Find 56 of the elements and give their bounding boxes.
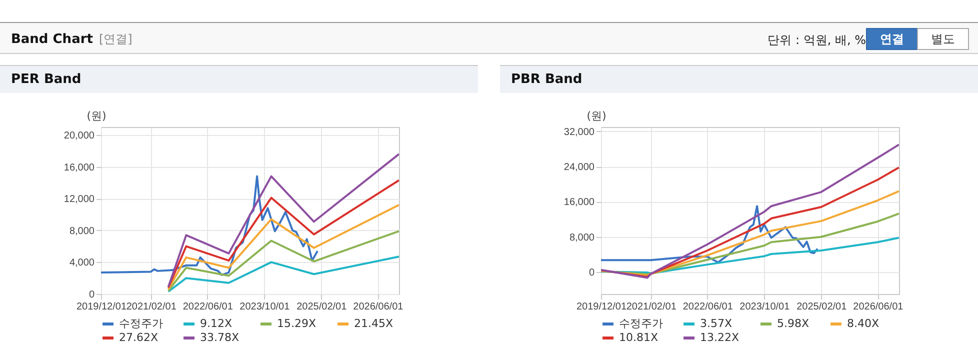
line-series: [601, 144, 899, 279]
y-axis-title: (원): [586, 110, 606, 122]
legend-label: 9.12X: [200, 317, 232, 330]
y-tick-label: 8,000: [569, 232, 595, 244]
x-tick-label: 2023/10/01: [240, 302, 290, 312]
line-series: [167, 204, 399, 290]
x-tick-label: 2021/02/01: [126, 302, 177, 312]
x-tick-label: 2021/02/01: [626, 302, 677, 312]
legend-label: 10.81X: [619, 331, 658, 344]
text: Band Chart: [11, 32, 93, 47]
legend-label: 수정주가: [619, 317, 663, 330]
y-tick-label: 8,000: [69, 226, 95, 237]
y-tick-label: 0: [588, 268, 595, 279]
legend-label: 5.98X: [777, 317, 810, 330]
y-tick-label: 16,000: [64, 162, 95, 174]
y-tick-label: 0: [88, 290, 95, 300]
line-series: [167, 230, 399, 292]
line-series: [601, 205, 819, 264]
y-tick-label: 24,000: [564, 162, 595, 174]
y-tick-label: 16,000: [564, 197, 595, 208]
line-series: [167, 153, 399, 288]
toggle-button: 연결: [866, 28, 918, 50]
x-tick-label: 2026/06/01: [353, 302, 404, 312]
x-tick-label: 2025/02/01: [296, 302, 348, 312]
text: [연결]: [98, 32, 132, 46]
legend-label: 13.22X: [700, 331, 740, 344]
legend-label: 15.29X: [277, 317, 316, 330]
line-series: [601, 236, 899, 274]
text: 단위 : 억원, 배, %: [768, 32, 866, 49]
line-series: [101, 175, 319, 276]
y-tick-label: 32,000: [564, 126, 595, 138]
x-tick-label: 2022/06/01: [182, 302, 234, 312]
legend-label: 21.45X: [354, 317, 394, 330]
chart-title: PER Band: [0, 65, 478, 93]
y-axis-title: (원): [86, 110, 106, 122]
legend-label: 33.78X: [200, 331, 240, 344]
y-tick-label: 20,000: [64, 130, 95, 142]
y-tick-label: 4,000: [69, 258, 95, 269]
legend-label: 8.40X: [847, 317, 880, 330]
y-tick-label: 12,000: [64, 194, 95, 206]
x-tick-label: 2019/12/01: [576, 302, 627, 312]
legend-label: 27.62X: [119, 331, 158, 344]
legend-label: 수정주가: [119, 317, 163, 330]
legend-label: 3.57X: [700, 317, 732, 330]
line-series: [167, 179, 399, 289]
x-tick-label: 2019/12/01: [76, 302, 127, 312]
line-series: [601, 190, 899, 277]
line-series: [601, 166, 899, 278]
x-tick-label: 2025/02/01: [796, 302, 848, 312]
toggle-button: 별도: [917, 28, 969, 50]
line-series: [601, 212, 899, 276]
x-tick-label: 2026/06/01: [853, 302, 904, 312]
chart-title: PBR Band: [500, 65, 978, 93]
x-tick-label: 2022/06/01: [682, 302, 734, 312]
line-series: [167, 256, 399, 293]
x-tick-label: 2023/10/01: [740, 302, 790, 312]
